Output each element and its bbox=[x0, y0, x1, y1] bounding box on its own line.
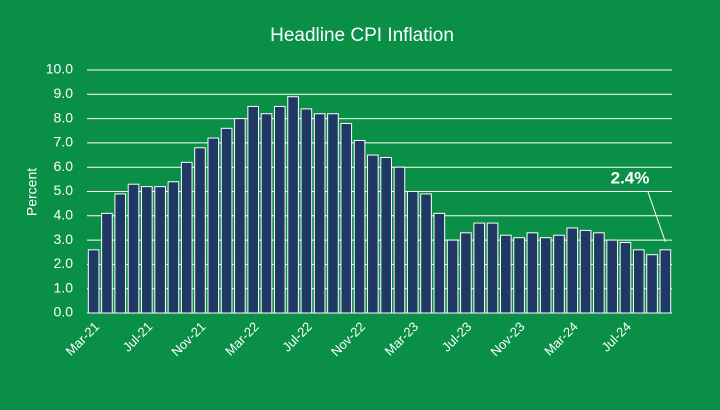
bar bbox=[393, 166, 406, 314]
y-tick-label: 0.0 bbox=[54, 304, 74, 320]
y-tick-label: 3.0 bbox=[54, 231, 74, 247]
bar bbox=[220, 127, 233, 314]
chart-title: Headline CPI Inflation bbox=[270, 25, 454, 46]
bar bbox=[313, 113, 326, 314]
y-tick-label: 2.0 bbox=[54, 255, 74, 271]
bar bbox=[234, 118, 246, 314]
bar bbox=[566, 227, 579, 314]
y-tick-label: 10.0 bbox=[46, 61, 73, 77]
y-tick-label: 7.0 bbox=[54, 134, 74, 150]
bar bbox=[300, 108, 313, 314]
bar bbox=[247, 105, 260, 314]
y-axis-label: Percent bbox=[24, 168, 40, 216]
bar bbox=[646, 254, 658, 314]
bar bbox=[287, 96, 299, 314]
bar bbox=[499, 234, 512, 314]
bar bbox=[207, 137, 220, 314]
bar bbox=[406, 191, 419, 314]
bar bbox=[619, 242, 632, 314]
y-tick-label: 6.0 bbox=[54, 158, 74, 174]
bar bbox=[367, 154, 379, 314]
y-tick-label: 1.0 bbox=[54, 279, 74, 295]
bar bbox=[446, 239, 459, 314]
y-tick-label: 9.0 bbox=[54, 85, 74, 101]
y-tick-label: 5.0 bbox=[54, 182, 74, 198]
bar bbox=[340, 122, 353, 314]
y-tick-label: 4.0 bbox=[54, 207, 74, 223]
bar bbox=[526, 232, 539, 314]
bar bbox=[101, 212, 113, 314]
bar bbox=[579, 229, 592, 314]
bar bbox=[353, 139, 366, 314]
bar bbox=[606, 239, 618, 314]
y-tick-label: 8.0 bbox=[54, 109, 74, 125]
bar bbox=[273, 105, 286, 314]
bar bbox=[486, 222, 499, 314]
bar bbox=[127, 183, 140, 314]
bar bbox=[553, 234, 565, 314]
bar bbox=[460, 232, 472, 314]
bar bbox=[167, 181, 180, 314]
annotation-leader bbox=[647, 191, 666, 242]
bar bbox=[593, 232, 605, 314]
bar bbox=[420, 193, 432, 314]
bar bbox=[380, 156, 392, 314]
bar bbox=[513, 237, 525, 314]
bar bbox=[659, 249, 672, 314]
bar bbox=[154, 186, 166, 314]
bar bbox=[433, 212, 446, 314]
bar bbox=[114, 193, 127, 314]
bar bbox=[141, 186, 153, 314]
bar bbox=[327, 113, 339, 314]
bar bbox=[632, 249, 645, 314]
bar bbox=[260, 113, 273, 314]
bar bbox=[539, 237, 552, 314]
bar bbox=[87, 249, 100, 314]
bar bbox=[194, 147, 206, 314]
annotation: 2.4% bbox=[611, 168, 650, 187]
bar bbox=[180, 161, 193, 314]
bar bbox=[473, 222, 486, 314]
